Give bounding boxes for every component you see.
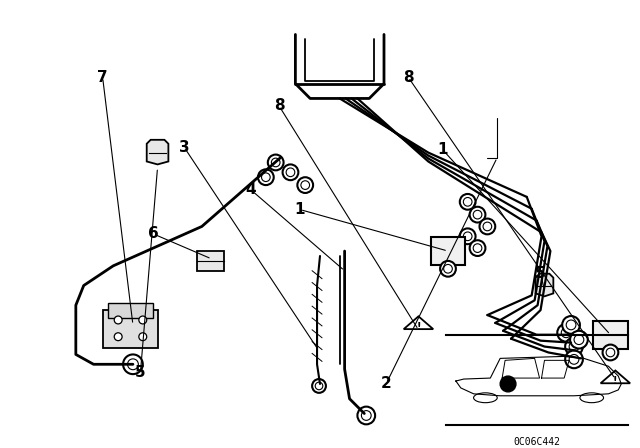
Circle shape	[473, 210, 482, 219]
Circle shape	[470, 240, 485, 256]
Circle shape	[271, 158, 280, 167]
Text: !: !	[613, 376, 618, 386]
Bar	[197, 251, 225, 271]
Bar	[104, 310, 157, 348]
Circle shape	[569, 354, 579, 364]
Circle shape	[565, 338, 583, 355]
Circle shape	[139, 316, 147, 324]
Circle shape	[440, 261, 456, 277]
Circle shape	[570, 331, 588, 349]
Text: 0C06C442: 0C06C442	[513, 437, 561, 447]
Text: 6: 6	[148, 226, 158, 241]
Ellipse shape	[580, 393, 604, 403]
Text: 7: 7	[97, 70, 108, 85]
Circle shape	[463, 198, 472, 206]
Circle shape	[286, 168, 295, 177]
Circle shape	[603, 345, 618, 360]
Circle shape	[479, 219, 495, 234]
Text: 1: 1	[294, 202, 305, 217]
Circle shape	[316, 382, 323, 390]
Circle shape	[262, 173, 270, 181]
Circle shape	[357, 407, 375, 424]
Circle shape	[301, 181, 310, 190]
Text: 5: 5	[535, 266, 546, 281]
Circle shape	[460, 228, 476, 244]
Bar	[593, 321, 628, 349]
Circle shape	[283, 164, 298, 180]
Circle shape	[258, 169, 274, 185]
Circle shape	[114, 316, 122, 324]
Circle shape	[312, 379, 326, 393]
Circle shape	[298, 177, 313, 193]
Circle shape	[565, 350, 583, 368]
Circle shape	[500, 376, 516, 392]
Text: 1: 1	[438, 142, 448, 157]
Circle shape	[473, 244, 482, 252]
Circle shape	[562, 316, 580, 334]
Polygon shape	[404, 316, 433, 329]
Circle shape	[127, 359, 138, 370]
Circle shape	[362, 411, 371, 420]
Text: !: !	[416, 322, 420, 332]
Text: 8: 8	[274, 99, 284, 113]
Text: 5: 5	[135, 365, 146, 380]
Text: 3: 3	[179, 140, 190, 155]
Circle shape	[470, 207, 485, 223]
Circle shape	[561, 328, 571, 338]
Circle shape	[557, 324, 575, 342]
Circle shape	[460, 194, 476, 210]
Circle shape	[483, 222, 492, 231]
Circle shape	[268, 155, 284, 170]
Circle shape	[444, 264, 452, 273]
Circle shape	[139, 333, 147, 340]
Circle shape	[574, 335, 584, 345]
Text: 8: 8	[403, 70, 413, 85]
Text: 4: 4	[245, 182, 256, 197]
Polygon shape	[600, 370, 630, 383]
Circle shape	[463, 232, 472, 241]
Polygon shape	[147, 140, 168, 164]
Circle shape	[114, 333, 122, 340]
Circle shape	[123, 354, 143, 374]
Circle shape	[606, 348, 615, 357]
Circle shape	[569, 342, 579, 351]
Ellipse shape	[474, 393, 497, 403]
Text: 2: 2	[381, 376, 392, 391]
Circle shape	[566, 320, 576, 330]
Bar	[108, 303, 152, 318]
Polygon shape	[536, 274, 554, 296]
Bar	[431, 237, 465, 265]
